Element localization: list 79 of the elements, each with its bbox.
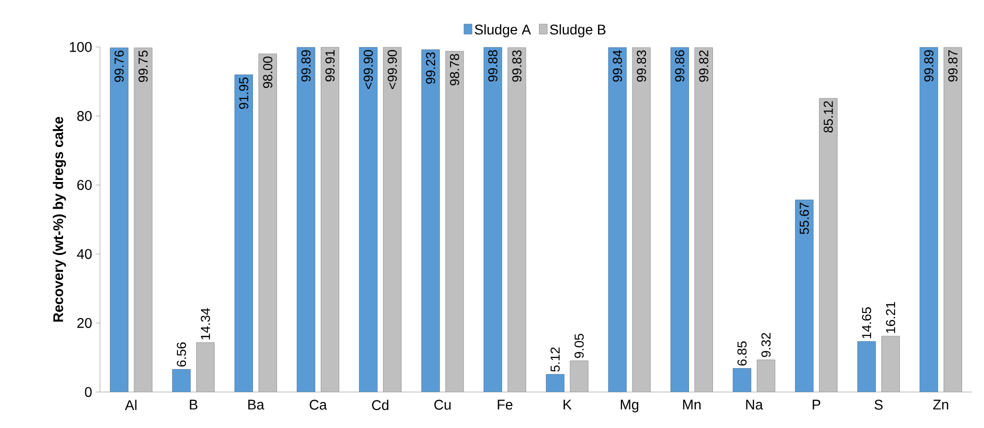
data-label: 14.34 [200,308,210,340]
bar [881,336,900,392]
y-tick-label: 100 [70,42,92,52]
bar [819,98,838,392]
x-tick-label: S [874,400,883,410]
bar [134,48,152,392]
y-tick-label: 40 [76,249,92,259]
bar [670,47,689,392]
data-label: 9.05 [574,334,584,358]
x-tick-label: Cd [372,400,388,410]
data-label: 99.89 [924,50,934,82]
x-tick-label: P [812,400,820,410]
bar [732,368,752,392]
bar [694,47,713,392]
bar [383,47,402,392]
bar [857,341,876,392]
data-label: 16.21 [886,302,896,333]
data-label: 99.84 [612,50,622,82]
bar [920,47,938,392]
data-label: 99.82 [699,50,708,82]
data-label: <99.90 [388,50,397,90]
data-label: 99.75 [138,50,148,82]
bar [445,51,464,392]
bar [320,47,340,392]
data-label: 6.56 [176,342,186,367]
data-label: 6.85 [737,341,747,366]
y-tick-label: 20 [77,318,92,328]
data-label: 99.83 [636,50,646,82]
data-label: 91.95 [239,78,248,109]
x-tick-label: Ba [248,400,264,410]
bar [484,47,502,392]
x-tick-label: Zn [933,400,948,410]
bar [110,48,128,392]
legend-label: Sludge A [474,24,531,38]
data-label: <99.90 [364,50,373,90]
bar [234,74,253,392]
data-label: 99.87 [948,50,958,82]
bar [172,369,191,392]
x-tick-label: Ca [310,400,327,410]
y-tick-label: 0 [84,387,92,397]
y-axis-title: Recovery (wt-%) by dregs cake [52,116,66,322]
data-label: 99.86 [675,50,684,82]
x-tick-label: Al [124,400,136,410]
data-label: 55.67 [800,202,809,234]
y-tick-label: 80 [77,111,92,121]
data-label: 9.32 [761,333,771,358]
data-label: 99.83 [512,50,522,82]
data-label: 99.76 [114,50,124,82]
bar [196,342,215,392]
bar [296,47,316,392]
bar [608,47,627,392]
bar [421,49,440,392]
x-tick-label: Cu [434,400,451,410]
bar [795,200,814,392]
x-tick-label: Mg [620,400,638,412]
data-label: 98.78 [450,54,460,86]
y-tick-label: 60 [77,180,92,190]
data-label: 99.23 [426,52,436,84]
data-label: 14.65 [862,307,872,338]
x-tick-label: Fe [498,400,512,410]
bar [258,54,277,392]
x-tick-label: K [564,400,572,410]
legend-label: Sludge B [550,24,606,38]
bar [359,47,378,392]
data-label: 5.12 [550,347,560,372]
data-label: 99.89 [301,50,311,82]
data-label: 85.12 [824,101,833,132]
data-label: 98.00 [263,56,272,88]
bar [508,47,526,392]
data-label: 99.88 [488,50,498,82]
bar [632,47,651,392]
bar [570,360,588,392]
x-tick-label: B [190,400,198,410]
bar [944,47,962,392]
x-tick-label: Mn [683,400,701,410]
data-label: 99.91 [325,50,335,82]
bar [756,360,776,392]
bar [546,374,564,392]
x-tick-label: Na [746,400,763,410]
